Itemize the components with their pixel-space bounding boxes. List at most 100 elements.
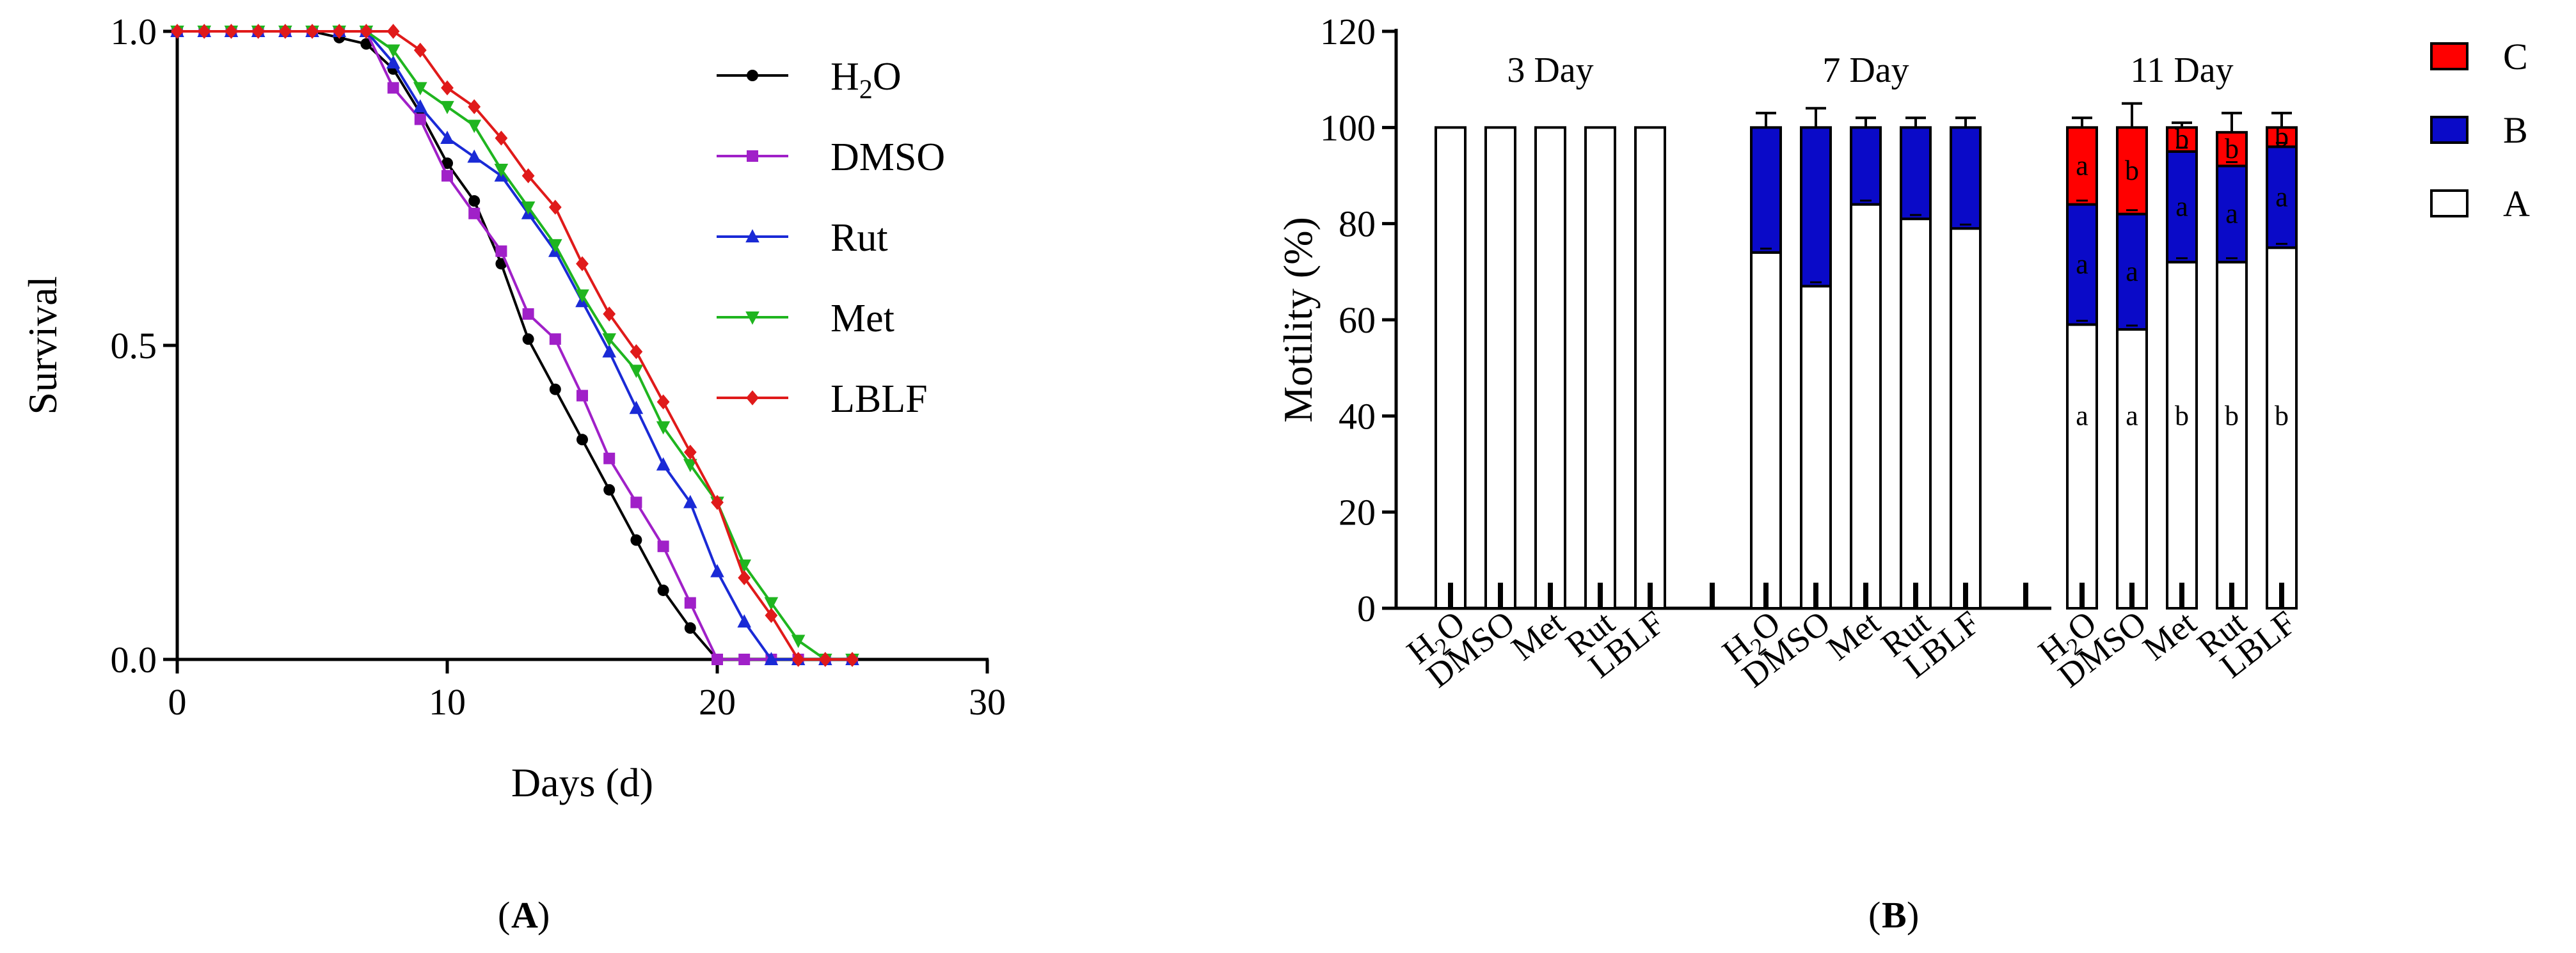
bar-segment-a xyxy=(1750,251,1782,610)
data-point xyxy=(630,344,643,359)
legend-label: Met xyxy=(831,297,894,340)
bar-segment-c xyxy=(2116,126,2148,216)
data-point xyxy=(278,24,292,39)
data-point xyxy=(791,652,805,667)
data-point xyxy=(657,540,669,553)
data-point xyxy=(413,82,427,96)
data-point xyxy=(629,400,644,414)
bar-segment-a xyxy=(1435,126,1467,610)
data-point xyxy=(494,164,509,177)
bar-segment-b xyxy=(2166,150,2198,264)
data-point xyxy=(467,120,481,133)
bar-segment-a xyxy=(2066,323,2098,610)
data-point xyxy=(791,634,806,649)
series-dmso xyxy=(171,26,858,665)
data-point xyxy=(710,563,724,578)
y-tick-label: 0.0 xyxy=(111,639,157,681)
series-h2o xyxy=(171,26,858,665)
legend-label: LBLF xyxy=(831,377,928,421)
data-point xyxy=(738,570,751,586)
bar-segment-a xyxy=(2216,260,2248,610)
data-point xyxy=(656,394,670,410)
group-label: 11 Day xyxy=(2130,51,2233,90)
survival-chart: 0.0 0.5 1.0 0 10 20 30 Days (d) Survival H2O DMSO R… xyxy=(20,11,1006,805)
y-tick-label: 120 xyxy=(1320,11,1376,52)
panel-label-a: A xyxy=(511,894,538,936)
bar-segment-b xyxy=(2216,164,2248,264)
data-point xyxy=(548,239,562,253)
data-point xyxy=(630,534,642,546)
series-line xyxy=(177,30,852,661)
y-axis-label: Survival xyxy=(20,276,65,415)
data-point xyxy=(251,24,265,39)
bar-segment-b xyxy=(1800,126,1832,288)
data-point xyxy=(765,608,778,623)
y-axis-label: Motility (%) xyxy=(1275,217,1321,423)
bar-segment-c xyxy=(2216,130,2248,168)
legend: CBA xyxy=(2430,36,2530,224)
data-point xyxy=(468,195,481,207)
x-tick-label: 20 xyxy=(699,681,736,723)
significance-letter-a: b xyxy=(2275,400,2289,431)
data-point xyxy=(467,149,481,163)
data-point xyxy=(441,80,454,96)
data-point xyxy=(602,344,616,358)
bar: H2O xyxy=(1715,111,1787,672)
data-point xyxy=(656,457,671,471)
bar-segment-b xyxy=(1950,126,1982,230)
data-point xyxy=(386,55,401,69)
data-point xyxy=(657,584,669,596)
data-point xyxy=(684,597,696,609)
data-point xyxy=(468,207,481,219)
data-point xyxy=(603,306,616,322)
significance-letter-a: b xyxy=(2175,400,2189,431)
bar-base-tick xyxy=(2129,583,2135,608)
series-line xyxy=(177,30,852,661)
data-point xyxy=(333,24,346,39)
bar-base-tick xyxy=(2229,583,2234,608)
y-tick-label: 80 xyxy=(1339,203,1376,245)
data-point xyxy=(413,42,427,58)
data-point xyxy=(171,24,184,39)
data-point xyxy=(548,200,562,215)
data-point xyxy=(441,157,453,169)
bar-base-tick xyxy=(1913,583,1918,608)
bar-segment-a xyxy=(2116,328,2148,610)
bar-base-tick xyxy=(2079,583,2085,608)
significance-letter-c: b xyxy=(2125,155,2139,186)
data-point xyxy=(413,99,427,113)
significance-letter-c: b xyxy=(2275,121,2289,152)
data-point xyxy=(225,24,238,39)
legend-label: H2O xyxy=(831,55,902,105)
panel-label-b: B xyxy=(1882,894,1907,936)
data-point xyxy=(602,333,616,347)
data-point xyxy=(764,652,779,665)
data-point xyxy=(360,24,373,39)
bar-base-tick xyxy=(1498,583,1503,608)
data-point xyxy=(549,333,561,345)
y-tick-label: 100 xyxy=(1320,107,1376,148)
legend: H2O DMSO Rut Met LBLF xyxy=(717,55,945,421)
bar-segment-a xyxy=(1584,126,1616,610)
panel-label-a-open: ( xyxy=(498,894,510,936)
bar-segment-b xyxy=(1900,126,1932,221)
y-tick-label: 20 xyxy=(1339,492,1376,533)
panel-label-a-close: ) xyxy=(537,894,550,936)
data-point xyxy=(576,390,588,402)
data-point xyxy=(198,24,211,39)
data-point xyxy=(630,496,642,508)
data-point xyxy=(521,168,535,184)
bar: H2O xyxy=(1400,126,1472,672)
data-point xyxy=(386,44,401,58)
series-line xyxy=(177,30,852,661)
data-point xyxy=(414,113,426,125)
data-point xyxy=(468,99,481,114)
series-line xyxy=(177,30,852,661)
significance-letter-c: b xyxy=(2225,133,2239,164)
bar: Rut xyxy=(1874,116,1937,664)
